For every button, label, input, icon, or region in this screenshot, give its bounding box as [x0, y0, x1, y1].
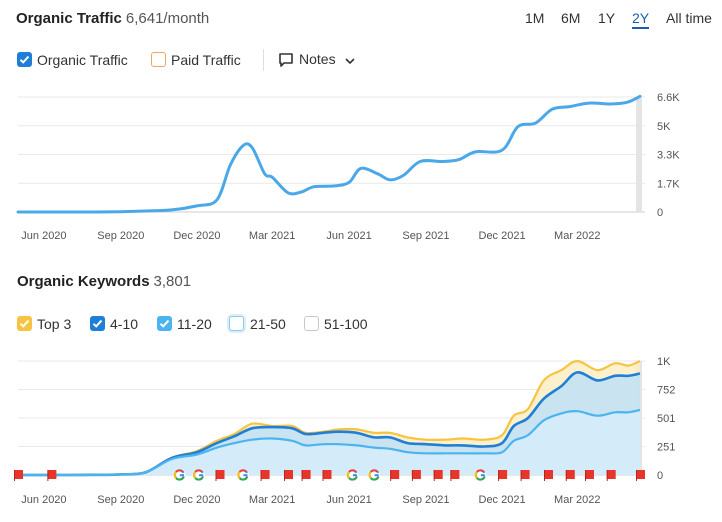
pos-4-10-checkbox[interactable]	[90, 316, 105, 331]
paid-traffic-label: Paid Traffic	[171, 52, 241, 68]
x-tick-label: Sep 2021	[402, 494, 449, 506]
organic-traffic-line	[16, 94, 642, 214]
pos-51-100-checkbox[interactable]	[304, 316, 319, 331]
flag-icon	[14, 470, 23, 481]
paid-traffic-checkbox[interactable]	[151, 52, 166, 67]
flag-icon	[47, 470, 57, 481]
note-icon	[279, 53, 293, 67]
organic-traffic-chart: 0 1.7K 3.3K 5K 6.6K Jun 2020 Sep 2020 Dec 2020 M…	[16, 92, 680, 242]
traffic-value: 6,641/month	[125, 10, 210, 27]
pos-21-50-checkbox[interactable]	[229, 316, 244, 331]
google-icon	[474, 469, 487, 481]
x-tick-label: Mar 2021	[249, 494, 295, 506]
pos-4-10-label: 4-10	[110, 316, 139, 332]
range-6m[interactable]: 6M	[561, 10, 581, 26]
flag-icon	[390, 470, 400, 481]
legend-divider	[263, 49, 264, 71]
organic-traffic-checkbox[interactable]	[17, 52, 32, 67]
x-tick-label: Dec 2020	[173, 494, 220, 506]
y-tick-label: 1.7K	[657, 178, 680, 190]
x-tick-label: Sep 2020	[97, 494, 144, 506]
area-4-10	[18, 372, 640, 475]
top3-checkbox[interactable]	[17, 316, 32, 331]
organic-keywords-chart: 0 251 501 752 1K Jun 2020 Sep 2020 Dec 2020 Mar …	[14, 356, 675, 506]
check-icon	[92, 319, 103, 328]
flag-icon	[433, 470, 443, 481]
x-tick-label: Mar 2022	[554, 230, 600, 242]
x-tick-label: Jun 2020	[21, 494, 66, 506]
flag-icon	[301, 470, 311, 481]
current-period-shade	[636, 97, 642, 212]
organic-traffic-label: Organic Traffic	[37, 52, 128, 68]
x-tick-label: Sep 2020	[97, 230, 144, 242]
flag-icon	[260, 470, 270, 481]
x-tick-label: Dec 2021	[479, 230, 526, 242]
pos-11-20-checkbox[interactable]	[157, 316, 172, 331]
y-tick-label: 0	[657, 470, 663, 482]
pos-51-100-label: 51-100	[324, 316, 368, 332]
y-tick-label: 0	[657, 207, 663, 219]
y-tick-label: 1K	[657, 356, 671, 368]
top3-label: Top 3	[37, 316, 72, 332]
x-tick-label: Sep 2021	[402, 230, 449, 242]
traffic-title-label: Organic Traffic	[16, 10, 122, 27]
check-icon	[19, 319, 30, 328]
notes-label: Notes	[299, 51, 336, 67]
flag-icon	[215, 470, 225, 481]
y-tick-label: 5K	[657, 121, 671, 133]
y-tick-label: 501	[657, 413, 675, 425]
x-tick-label: Jun 2021	[326, 230, 371, 242]
flag-icon	[284, 470, 293, 481]
y-tick-label: 752	[657, 385, 675, 397]
keywords-value: 3,801	[153, 273, 192, 290]
x-tick-label: Dec 2021	[479, 494, 526, 506]
x-tick-label: Mar 2021	[249, 230, 295, 242]
traffic-title: Organic Traffic 6,641/month	[16, 10, 209, 27]
check-icon	[159, 319, 170, 328]
range-all-time[interactable]: All time	[666, 10, 712, 26]
flag-icon	[565, 470, 575, 481]
google-icon	[192, 469, 205, 481]
flag-icon	[636, 470, 645, 481]
range-1y[interactable]: 1Y	[598, 10, 616, 26]
google-icon	[346, 469, 359, 481]
google-icon	[236, 469, 249, 481]
check-icon	[19, 55, 30, 64]
pos-11-20-label: 11-20	[177, 316, 212, 332]
flag-icon	[411, 470, 421, 481]
chevron-down-icon	[345, 58, 355, 65]
flag-icon	[450, 470, 460, 481]
line-11-20	[18, 408, 641, 477]
x-tick-label: Dec 2020	[173, 230, 220, 242]
y-tick-label: 3.3K	[657, 150, 680, 162]
pos-21-50-label: 21-50	[250, 316, 286, 332]
flag-icon	[498, 470, 508, 481]
google-icon	[173, 469, 186, 481]
flag-icon	[585, 470, 594, 481]
flag-icon	[322, 470, 332, 481]
keywords-title-label: Organic Keywords	[17, 273, 150, 290]
x-tick-label: Mar 2022	[554, 494, 600, 506]
range-1m[interactable]: 1M	[525, 10, 545, 26]
range-2y[interactable]: 2Y	[632, 10, 650, 29]
flag-icon	[544, 470, 553, 481]
flag-icon	[520, 470, 530, 481]
y-tick-label: 251	[657, 442, 675, 454]
x-tick-label: Jun 2021	[326, 494, 371, 506]
x-tick-label: Jun 2020	[21, 230, 66, 242]
flag-icon	[606, 470, 616, 481]
y-tick-label: 6.6K	[657, 92, 680, 104]
keywords-title: Organic Keywords 3,801	[17, 273, 191, 290]
google-icon	[368, 469, 381, 481]
